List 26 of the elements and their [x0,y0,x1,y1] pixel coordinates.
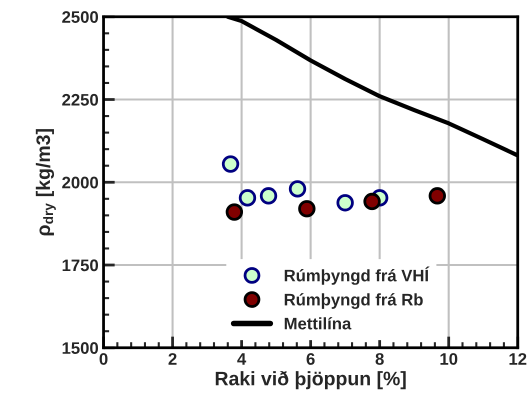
y-tick-label: 1500 [62,342,98,354]
x-tick-label: 4 [237,353,246,365]
point [222,155,240,173]
x-tick-label: 8 [376,353,384,365]
x-tick-label: 2 [168,353,177,365]
y-tick-label: 1750 [62,259,98,272]
point [288,180,306,198]
x-tick-label: 6 [306,353,315,365]
x-axis-title: Raki við þjöppun [%] [216,370,406,390]
legend-label: Mettilína [284,317,352,330]
legend-label: Rúmþyngd frá VHÍ [284,266,430,285]
y-axis-title: ρ$_{dry}$ [kg/m3] [36,129,56,236]
legend-label: Rúmþyngd frá Rb [284,293,423,309]
point [363,192,381,210]
point [226,203,244,221]
x-tick-label: 10 [440,353,458,365]
y-tick-label: 2000 [62,176,98,188]
y-tick-label: 2250 [62,94,98,106]
point [428,187,446,205]
point [298,200,316,218]
point [238,189,256,206]
point [336,194,354,212]
x-tick-label: 12 [510,353,526,365]
y-tick-label: 2500 [62,11,98,23]
x-tick-label: 0 [100,353,108,365]
point [260,187,278,205]
